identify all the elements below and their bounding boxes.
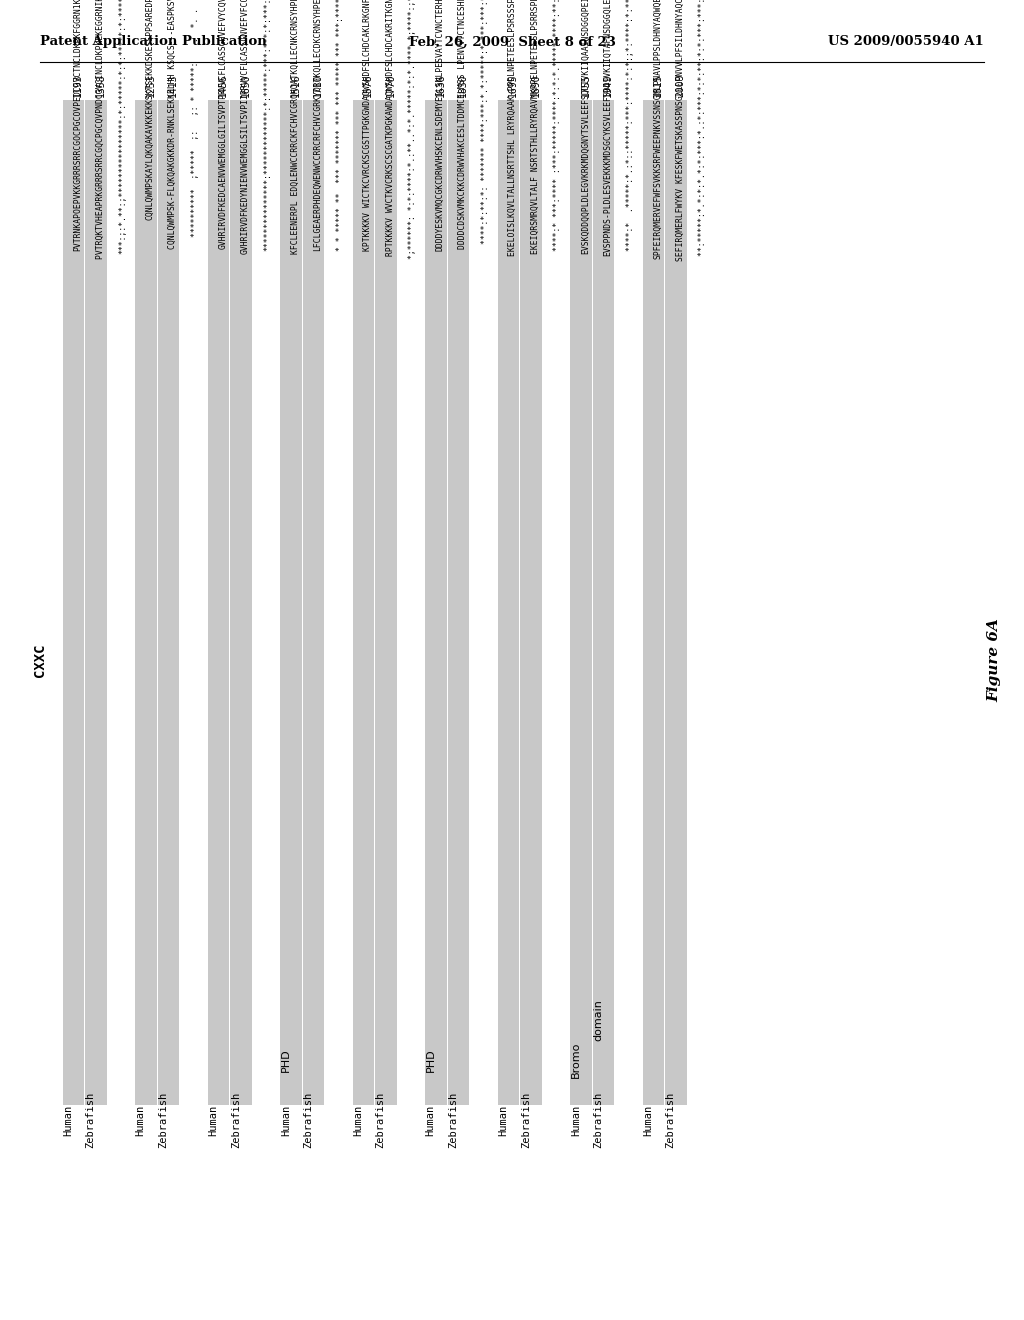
- Text: 2009: 2009: [676, 73, 686, 96]
- Bar: [642, 100, 664, 1105]
- Text: 1890: 1890: [530, 73, 541, 96]
- Bar: [280, 100, 301, 1105]
- Bar: [230, 100, 252, 1105]
- Text: Patent Application Publication: Patent Application Publication: [40, 36, 266, 49]
- Text: Human: Human: [499, 1105, 508, 1135]
- Text: PHD: PHD: [281, 1048, 291, 1072]
- Text: 1358: 1358: [96, 73, 105, 96]
- Bar: [570, 100, 592, 1105]
- Text: EVSPPNDS-PLDLESVEKKKMDSGCYKSVLEEFSDDIVKIIQTAFNSDGGQLESRKANSMLE: EVSPPNDS-PLDLESVEKKKMDSGCYKSVLEEFSDDIVKI…: [603, 0, 612, 256]
- Text: CXXC: CXXC: [33, 643, 47, 677]
- Text: ****:*:**:*: ******* ****:***:*.*:*****:* ***:***:*****:*: ****:*:**:*: ******* ****:***:*.*:*****:…: [480, 0, 489, 244]
- Text: GVHRIRVDFKEDYNIENVWEMGGLSILTSVPIIPRVVCFLCASSGNVEFVFCQVCCEPPFH: GVHRIRVDFKEDYNIENVWEMGGLSILTSVPIIPRVVCFL…: [241, 0, 250, 253]
- Text: *;******: *:*:****:*.:**..*:*.*****:*:*.**** *;****:;*:;.* ;* *: *;******: *:*:****:*.:**..*:*.*****:*:*.…: [409, 0, 417, 259]
- Text: Zebrafish: Zebrafish: [593, 1092, 603, 1148]
- Text: 1456: 1456: [218, 73, 228, 96]
- Text: LFCLGEAERPHDEQWENWCCRRCRFCHVCGRKYQRTKQLLECDKCRNSYHPECLGPNHPT: LFCLGEAERPHDEQWENWCCRRCRFCHVCGRKYQRTKQLL…: [313, 0, 323, 251]
- Text: Human: Human: [281, 1105, 291, 1135]
- Text: **********  ;*****  ;:   ;: * *****:    .  *. .  .;:*.: ********** ;***** ;: ;: * *****: . *. . …: [190, 0, 200, 236]
- Text: Human: Human: [136, 1105, 145, 1135]
- Text: Human: Human: [353, 1105, 364, 1135]
- Text: Human: Human: [426, 1105, 436, 1135]
- Bar: [498, 100, 519, 1105]
- Text: EVSKQDDQQPLDLEGVKRKMDQGNYTSVLEEFSDDIVKIIQAAINSDGGQPEIKKANSMVK: EVSKQDDQQPLDLEGVKRKMDQGNYTSVLEEFSDDIVKII…: [581, 0, 590, 253]
- Bar: [375, 100, 396, 1105]
- Text: US 2009/0055940 A1: US 2009/0055940 A1: [828, 36, 984, 49]
- Bar: [62, 100, 84, 1105]
- Text: 1636: 1636: [436, 73, 445, 96]
- Text: ***:;:*.**:;****************:*:*****:*:*:*****:*:****:*:****:: ***:;:*.**:;****************:*:*****:*:*…: [118, 0, 127, 253]
- Text: 1695: 1695: [508, 73, 518, 96]
- Text: 1413: 1413: [168, 73, 178, 96]
- Text: DDDDCDSKVMKCKKCDRWVHAKCESLTDDMCELMSS LPENVVTCTNCESHPAEWRTVL: DDDDCDSKVMKCKKCDRWVHAKCESLTDDMCELMSS LPE…: [459, 0, 467, 248]
- Bar: [85, 100, 106, 1105]
- Text: Zebrafish: Zebrafish: [449, 1092, 459, 1148]
- Text: 1650: 1650: [241, 73, 251, 96]
- Text: domain: domain: [593, 999, 603, 1041]
- Bar: [302, 100, 324, 1105]
- Text: Zebrafish: Zebrafish: [159, 1092, 168, 1148]
- Text: Bromo: Bromo: [570, 1041, 581, 1078]
- Text: CQNLQWMPSKAYLQKQAKAVKKEKKSKTSEKKDSKESSPPSAREDPA: CQNLQWMPSKAYLQKQAKAVKKEKKSKTSEKKDSKESSPP…: [145, 0, 155, 219]
- Text: **:*****:*.*:*:*.*:*:***:*.:*:***:*:*:**:*:*:***:***:*:*:** ;;: **:*****:*.*:*:*.*:*:***:*.:*:***:*:*:**…: [698, 0, 708, 256]
- Text: Figure 6A: Figure 6A: [987, 618, 1001, 702]
- Text: 1576: 1576: [364, 73, 374, 96]
- Text: Human: Human: [63, 1105, 74, 1135]
- Bar: [352, 100, 374, 1105]
- Text: EKEIQRSMRQVLTALF NSRTSTHLLRYRQAVMKPPELNPETEESLPSRRSPEGEDPPVLT: EKEIQRSMRQVLTALF NSRTSTHLLRYRQAVMKPPELNP…: [530, 0, 540, 253]
- Text: SEFIRQMERLFWYKV KFESKFWETSKASSPNSGLLLPNVVLPFSILDHNYAQCQEREEMAKAG: SEFIRQMERLFWYKV KFESKFWETSKASSPNSGLLLPNV…: [676, 0, 685, 261]
- Bar: [593, 100, 614, 1105]
- Text: 1830: 1830: [459, 73, 468, 96]
- Text: CQNLQWMPSK-FLQKQAKGKKDR-RNKLSEKKELHH KSQCS---EASPKSVPPKDEPP: CQNLQWMPSK-FLQKQAKGKKDR-RNKLSEKKELHH KSQ…: [168, 0, 177, 248]
- Text: 1755: 1755: [581, 73, 591, 96]
- Text: Zebrafish: Zebrafish: [230, 1092, 241, 1148]
- Text: 1193: 1193: [74, 73, 83, 96]
- Text: DDDDYESKVMQCGKCDRWVHSKCENLSDEMYEILSNLPESVAYTCVNCTERHPAEWRLAL: DDDDYESKVMQCGKCDRWVHSKCENLSDEMYEILSNLPES…: [436, 0, 444, 251]
- Text: GVHRIRVDFKEDCAENVWEMGGLGILTSVPTPRVVCFLCASSGHVEFVYCQVCCEPPFH: GVHRIRVDFKEDCAENVWEMGGLGILTSVPTPRVVCFLCA…: [218, 0, 227, 248]
- Text: Zebrafish: Zebrafish: [666, 1092, 676, 1148]
- Text: Zebrafish: Zebrafish: [521, 1092, 530, 1148]
- Text: 1516: 1516: [291, 73, 301, 96]
- Text: Human: Human: [570, 1105, 581, 1135]
- Text: 1815: 1815: [653, 73, 664, 96]
- Text: Zebrafish: Zebrafish: [376, 1092, 386, 1148]
- Text: EKELOISLKQVLTALLNSRTTSHL LRYRQAAK-PPDLNPETEESLPSRSSSPEGEDPPVLT: EKELOISLKQVLTALLNSRTTSHL LRYRQAAK-PPDLNP…: [508, 0, 517, 256]
- Text: SPFEIRQMERVEFWFSVKKSRFWEEPNKVSSNSGMLPNAVLPPSLDHNYAQWQEREENSHTFE: SPFEIRQMERVEFWFSVKKSRFWEEPNKVSSNSGMLPNAV…: [653, 0, 663, 259]
- Bar: [520, 100, 542, 1105]
- Text: ****:* ***:**** :***:*****:****:*:*:*.*****:****:**:***:****: ****:* ***:**** :***:*****:****:*:*:*.**…: [553, 0, 562, 251]
- Text: 1253: 1253: [145, 73, 156, 96]
- Text: 1710: 1710: [313, 73, 324, 96]
- Text: PHD: PHD: [426, 1048, 436, 1072]
- Text: 1949: 1949: [603, 73, 613, 96]
- Text: RPTKKKKV WVCTKVCRKSCSCGATKPGKAWDAQWSHDFSLCHDCAKRITKGNLCPLCNKGY: RPTKKKKV WVCTKVCRKSCSCGATKPGKAWDAQWSHDFS…: [386, 0, 394, 256]
- Bar: [158, 100, 179, 1105]
- Text: Human: Human: [208, 1105, 218, 1135]
- Bar: [425, 100, 446, 1105]
- Text: 1770: 1770: [386, 73, 395, 96]
- Text: ****:*  .*****:*.:*::*****:***:****:*:*:;*:****:*:**:***:**:: ****:* .*****:*.:*::*****:***:****:*:*:;…: [626, 0, 635, 251]
- Bar: [447, 100, 469, 1105]
- Text: * * ***** **  *** ******* *** *** ***** *** ***:**** ***** *: * * ***** ** *** ******* *** *** ***** *…: [336, 0, 345, 251]
- Text: Zebrafish: Zebrafish: [86, 1092, 96, 1148]
- Bar: [665, 100, 686, 1105]
- Text: KFCLEENERPL EDQLENWCCRRCKFCHVCGRQHQATKQLLECNKCRNSYHPECLGPNYPT: KFCLEENERPL EDQLENWCCRRCKFCHVCGRQHQATKQL…: [291, 0, 300, 253]
- Text: KPTKKKKV WICTKCVRCKSCGSTTPGKGWDAQWSHDFSLCHDCAKLRKGNFCPLCDKCY: KPTKKKKV WICTKCVRCKSCGSTTPGKGWDAQWSHDFSL…: [364, 0, 373, 251]
- Text: ***************:*************:*:*****:***:***:*:***:*:*****:: ***************:*************:*:*****:**…: [263, 0, 272, 251]
- Bar: [208, 100, 229, 1105]
- Text: Human: Human: [643, 1105, 653, 1135]
- Bar: [135, 100, 157, 1105]
- Text: PVTRNKAPOEPVKKGRRRSRRCGOCPGCOVPEDCGVCTNCLDKPKFGGRN1KKQCCKMRK: PVTRNKAPOEPVKKGRRRSRRCGOCPGCOVPEDCGVCTNC…: [74, 0, 82, 251]
- Text: Feb. 26, 2009  Sheet 8 of 23: Feb. 26, 2009 Sheet 8 of 23: [409, 36, 615, 49]
- Text: PVTRQKTVHEAPRKGRRRSRRCGQCPGCQVPNDCGVCINCLDKPKEKEGGRNIKKQCCKVR K: PVTRQKTVHEAPRKGRRRSRRCGQCPGCQVPNDCGVCINC…: [96, 0, 104, 259]
- Text: Zebrafish: Zebrafish: [303, 1092, 313, 1148]
